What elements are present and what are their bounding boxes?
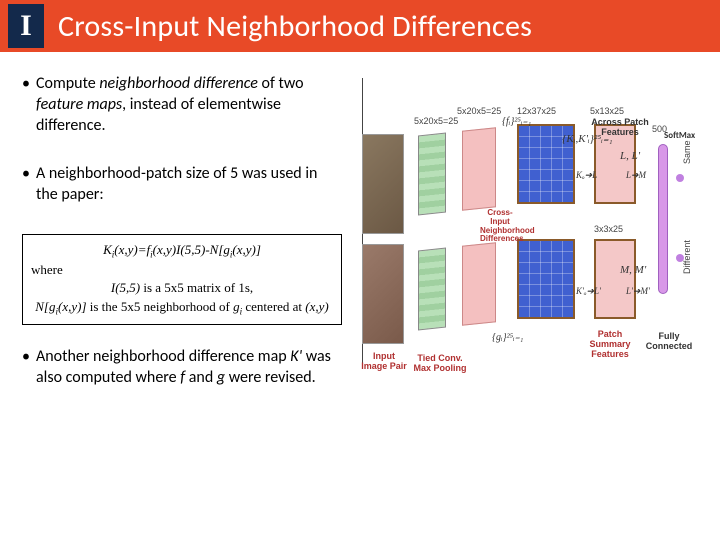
output-label: Different — [682, 240, 692, 274]
math-label: {fᵢ}²⁵ᵢ₌₁ — [502, 116, 531, 127]
feature-block-bottom — [462, 242, 496, 326]
stage-label: Input Image Pair — [360, 352, 408, 372]
slide-content: • Compute neighborhood difference of two… — [0, 52, 720, 417]
input-image-top — [362, 134, 404, 234]
logo-letter: I — [20, 9, 32, 43]
text: is a 5x5 matrix of 1s, — [143, 280, 253, 295]
bullet-dot: • — [22, 347, 36, 389]
text: is the 5x5 neighborhood of — [90, 299, 233, 314]
math-label: L, L' — [620, 150, 640, 162]
input-image-bottom — [362, 244, 404, 344]
stage-label: Fully Connected — [644, 332, 694, 352]
conv-block-top — [418, 133, 446, 216]
architecture-diagram: 5x20x5=25 5x20x5=25 12x37x25 5x13x25 3x3… — [362, 74, 692, 404]
stage-label: Patch Summary Features — [580, 330, 640, 360]
stage-label: Cross-Input Neighborhood Differences — [480, 209, 520, 244]
text: Another neighborhood difference map — [36, 347, 290, 366]
bullet-1: • Compute neighborhood difference of two… — [22, 74, 342, 136]
stage-label: Tied Conv. Max Pooling — [410, 354, 470, 374]
bullet-2: • A neighborhood-patch size of 5 was use… — [22, 164, 342, 206]
math-label: {gᵢ}²⁵ᵢ₌₁ — [492, 332, 523, 343]
dim-label: 5x20x5=25 — [414, 116, 458, 126]
illinois-logo: I — [8, 4, 44, 48]
output-label: Same — [682, 140, 692, 164]
math-label: L'➔M' — [626, 286, 650, 297]
bullet-3: • Another neighborhood difference map K'… — [22, 347, 342, 389]
text-italic: neighborhood difference — [99, 74, 258, 93]
formula-box: Ki(x,y)=fi(x,y)I(5,5)-N[gi(x,y)] where I… — [22, 234, 342, 325]
left-column: • Compute neighborhood difference of two… — [22, 74, 362, 417]
bullet-1-text: Compute neighborhood difference of two f… — [36, 74, 342, 136]
text-italic: I(5,5) — [111, 280, 144, 295]
patch-block-bottom — [594, 239, 636, 319]
text: were revised. — [225, 368, 316, 387]
slide-header: I Cross-Input Neighborhood Differences — [0, 0, 720, 52]
softmax-label: SoftMax — [664, 130, 695, 141]
math-label: K'ₒ➔L' — [576, 286, 601, 297]
text-italic: N[gi(x,y)] — [35, 299, 90, 314]
neighborhood-grid-bottom — [517, 239, 575, 319]
text: of two — [258, 74, 304, 93]
text: and — [185, 368, 217, 387]
bullet-dot: • — [22, 164, 36, 206]
right-column: 5x20x5=25 5x20x5=25 12x37x25 5x13x25 3x3… — [362, 74, 702, 417]
text: centered at — [242, 299, 305, 314]
bullet-dot: • — [22, 74, 36, 136]
formula-line1: I(5,5) is a 5x5 matrix of 1s, — [31, 279, 333, 297]
output-node-same — [676, 174, 684, 182]
text-italic: g — [217, 368, 225, 387]
fc-layer — [658, 144, 668, 294]
math-label: L➔M — [626, 170, 646, 181]
slide-title: Cross-Input Neighborhood Differences — [58, 8, 532, 45]
text: Compute — [36, 74, 99, 93]
stage-label: Across Patch Features — [590, 118, 650, 138]
math-label: Kₒ➔L — [576, 170, 597, 181]
conv-block-bottom — [418, 248, 446, 331]
dim-label: 3x3x25 — [594, 224, 623, 234]
math-label: M, M' — [620, 264, 646, 276]
text-italic: feature maps — [36, 95, 122, 114]
dim-label: 12x37x25 — [517, 106, 556, 116]
formula-line2: N[gi(x,y)] is the 5x5 neighborhood of gi… — [31, 298, 333, 318]
feature-block-top — [462, 127, 496, 211]
formula-where: where — [31, 261, 333, 279]
dim-label: 5x13x25 — [590, 106, 624, 116]
bullet-3-text: Another neighborhood difference map K' w… — [36, 347, 342, 389]
text-italic: K' — [290, 347, 302, 366]
bullet-2-text: A neighborhood-patch size of 5 was used … — [36, 164, 342, 206]
text-italic: (x,y) — [305, 299, 328, 314]
formula-main: Ki(x,y)=fi(x,y)I(5,5)-N[gi(x,y)] — [31, 241, 333, 261]
dim-label: 5x20x5=25 — [457, 106, 501, 116]
text-italic: gi — [233, 299, 242, 314]
